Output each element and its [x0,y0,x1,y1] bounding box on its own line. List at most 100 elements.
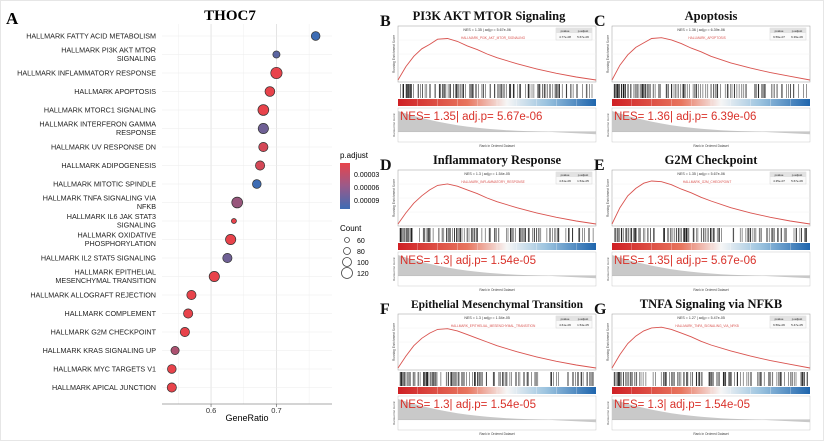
mini-table-cell: 5.67e-06 [577,35,589,39]
y-tick-label: HALLMARK EPITHELIAL MESENCHYMAL TRANSITIO… [55,268,156,286]
panel-letter: E [594,157,605,174]
x-axis-label: Rank in Ordered Dataset [693,288,728,292]
nes-annotation: NES= 1.35| adj.p= 5.67e-06 [614,255,756,267]
chart-title: Inflammatory Response [433,153,562,167]
mini-table-header-bg [556,28,592,33]
y-tick-label: HALLMARK IL6 JAK STAT3 SIGNALING [67,212,157,230]
data-point [166,382,177,393]
y-axis-label: Running Enrichment Score [392,179,396,217]
chart-title: THOC7 [204,8,256,24]
data-point [179,327,190,337]
y-tick-label: HALLMARK PI3K AKT MTOR SIGNALING [61,46,156,64]
mini-table-header: p.adjust [578,29,589,33]
y-tick-label-line: HALLMARK KRAS SIGNALING UP [43,346,157,355]
y-tick-label-line: HALLMARK FATTY ACID METABOLISM [26,32,156,41]
panel-letter: B [380,13,391,30]
data-point [167,364,177,374]
mini-table-header-bg [770,28,806,33]
hit-ticks [399,228,594,242]
mini-table-header: pvalue [561,29,570,33]
size-legend-circle [344,237,350,243]
chart-title: Epithelial Mesenchymal Transition [411,299,584,311]
y-tick-label: HALLMARK ADIPOGENESIS [61,161,156,170]
y-tick-label: HALLMARK MTORC1 SIGNALING [44,106,157,115]
y-tick-label: HALLMARK ALLOGRAFT REJECTION [30,291,156,300]
ranked-axis-label: Ranked list metric [606,113,610,137]
data-point [264,86,276,97]
data-point [255,160,266,171]
y-tick-label: HALLMARK INTERFERON GAMMA RESPONSE [39,120,156,138]
gene-set-name: HALLMARK_APOPTOSIS [688,36,725,40]
gene-set-name: HALLMARK_TNFA_SIGNALING_VIA_NFKB [675,324,738,328]
gsea-panel: D Inflammatory Response NES = 1.3 | adj.p … [380,153,597,292]
chart-title: Apoptosis [685,9,738,23]
y-tick-label: HALLMARK UV RESPONSE DN [51,143,156,152]
data-point [222,253,233,263]
y-tick-label-line: HALLMARK APICAL JUNCTION [52,383,156,392]
nes-annotation: NES= 1.3| adj.p= 1.54e-05 [400,399,536,411]
y-tick-label-line: HALLMARK COMPLEMENT [65,309,157,318]
mini-table-header-bg [556,172,592,177]
y-tick-label-line: HALLMARK UV RESPONSE DN [51,143,156,152]
y-axis-label: Running Enrichment Score [606,323,610,361]
x-axis-label: Rank in Ordered Dataset [479,144,514,148]
series-line [611,326,811,369]
y-tick-label-line: HALLMARK PI3K AKT MTOR [61,46,156,55]
y-tick-label: HALLMARK COMPLEMENT [65,309,157,318]
gene-set-name: HALLMARK_EPITHELIAL_MESENCHYMAL_TRANSITI… [451,324,536,328]
panel-letter: C [594,13,606,30]
mini-table-header-bg [770,316,806,321]
size-legend-circle [342,257,352,267]
dotplot-panel: A THOC7 HALLMARK FATTY ACID METABOLISM HA… [6,8,379,423]
mini-table-cell: 9.59e-07 [773,35,785,39]
hit-ticks [399,372,594,386]
panel-letter: D [380,157,392,174]
mini-table-header: p.adjust [792,173,803,177]
mini-table-header: pvalue [561,317,570,321]
y-tick-label: HALLMARK IL2 STAT5 SIGNALING [41,254,157,263]
data-point [272,50,281,59]
ranked-axis-label: Ranked list metric [606,257,610,281]
mini-table-header: pvalue [775,317,784,321]
y-tick-label-line: PHOSPHORYLATION [85,239,156,248]
gene-set-name: HALLMARK_G2M_CHECKPOINT [683,180,732,184]
gene-set-name: HALLMARK_PI3K_AKT_MTOR_SIGNALING [461,36,526,40]
x-tick-label: 0.6 [206,406,216,415]
gsea-panel: F Epithelial Mesenchymal Transition NES = … [380,299,597,436]
hit-ticks [613,84,807,98]
size-legend-value: 80 [357,249,365,256]
ranked-metric-area [398,111,596,135]
color-legend: p.adjust 0.00003 0.00006 0.00009 [340,151,379,209]
dots [166,31,321,393]
ranked-metric-area [398,399,596,423]
mini-table-header: p.adjust [792,317,803,321]
mini-table-cell: 4.61e-06 [559,323,571,327]
mini-table-cell: 4.61e-06 [559,179,571,183]
plot-header: NES = 1.35 | adj.p = 5.67e-06 [677,172,725,176]
y-tick-label-line: HALLMARK G2M CHECKPOINT [51,328,157,337]
size-legend-value: 120 [357,271,369,278]
y-axis-label: Running Enrichment Score [606,179,610,217]
y-tick-label-line: HALLMARK EPITHELIAL [75,268,157,277]
plot-area [162,24,332,404]
panel-letter: G [594,301,607,318]
hit-ticks [614,228,807,242]
y-tick-label-line: HALLMARK ADIPOGENESIS [61,161,156,170]
color-bar [340,163,350,209]
gene-set-name: HALLMARK_INFLAMMATORY_RESPONSE [461,180,524,184]
y-tick-label: HALLMARK APOPTOSIS [74,87,156,96]
color-legend-tick: 0.00009 [354,198,379,205]
ranked-axis-label: Ranked list metric [606,401,610,425]
mini-table-cell: 1.54e-05 [577,323,589,327]
hit-ticks [613,372,808,386]
mini-table-header: pvalue [561,173,570,177]
mini-table-header-bg [770,172,806,177]
series-line [397,38,597,81]
size-legend-circle [343,247,351,255]
nes-annotation: NES= 1.3| adj.p= 1.54e-05 [400,255,536,267]
y-tick-label-line: HALLMARK ALLOGRAFT REJECTION [30,291,156,300]
panel-letter: A [6,9,19,28]
data-point [257,104,270,116]
y-tick-label-line: HALLMARK OXIDATIVE [77,231,156,240]
